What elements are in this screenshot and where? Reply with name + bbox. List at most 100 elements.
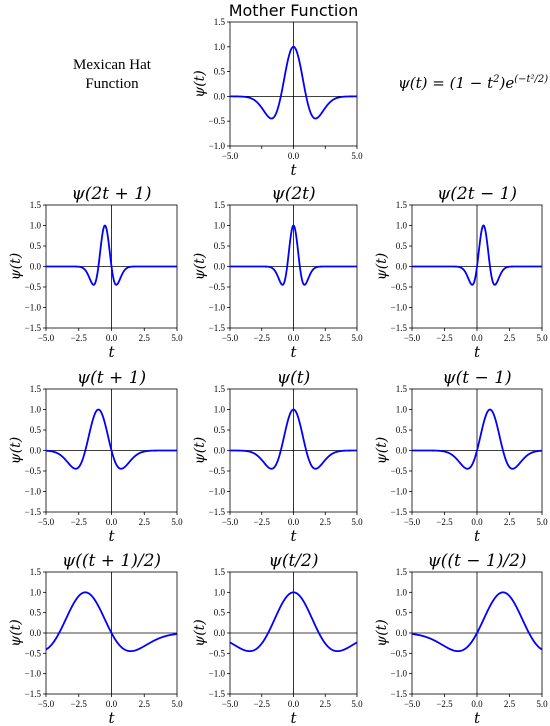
x-tick-label: 5.0: [536, 333, 548, 343]
series-line: [45, 408, 177, 470]
formula-exponent: (−t²/2): [514, 74, 549, 85]
y-tick-label: 1.0: [30, 221, 42, 231]
y-tick-label: 1.5: [396, 200, 408, 210]
x-axis-label: t: [108, 343, 115, 361]
x-tick-label: −2.5: [71, 517, 88, 527]
y-axis-label: ψ(t): [192, 70, 208, 98]
x-axis-label: t: [290, 709, 297, 726]
y-axis-label: ψ(t): [374, 619, 390, 647]
y-tick-label: 0.5: [30, 241, 42, 251]
x-tick-label: 5.0: [351, 151, 363, 161]
y-tick-label: −1.0: [209, 487, 226, 497]
x-tick-label: −5.0: [404, 517, 421, 527]
y-tick-label: 1.5: [396, 567, 408, 577]
chart-title: Mother Function: [229, 1, 359, 20]
x-tick-label: 5.0: [171, 517, 183, 527]
y-tick-label: −0.5: [391, 282, 408, 292]
x-tick-label: −5.0: [404, 699, 421, 709]
y-tick-label: −1.0: [25, 303, 42, 313]
x-tick-label: −2.5: [254, 517, 271, 527]
series-line: [411, 591, 543, 653]
y-tick-label: −0.5: [391, 648, 408, 658]
x-tick-label: −5.0: [38, 333, 55, 343]
y-tick-label: 1.5: [396, 384, 408, 394]
side-label: Mexican Hat Function: [73, 57, 151, 92]
x-tick-label: 0.0: [471, 333, 483, 343]
x-tick-label: −2.5: [71, 699, 88, 709]
x-tick-label: 2.5: [504, 517, 516, 527]
y-tick-label: 1.0: [30, 587, 42, 597]
series-line: [229, 45, 358, 120]
chart-psi-2t-minus-1: −5.0 −2.5 0.0 2.5 5.0 1.5 1.0 0.5 0.0 −0.5 −1.0 −1.…: [374, 184, 548, 361]
y-tick-label: −0.5: [25, 648, 42, 658]
y-tick-label: 0.5: [396, 425, 408, 435]
x-tick-label: 0.0: [288, 333, 300, 343]
y-tick-label: −0.5: [209, 282, 226, 292]
y-tick-label: −0.5: [209, 648, 226, 658]
y-tick-label: −1.0: [391, 487, 408, 497]
chart-psi-half-t-minus-1: −5.0 −2.5 0.0 2.5 5.0 1.5 1.0 0.5 0.0 −0.5 −1.0 −1.…: [374, 551, 548, 726]
y-tick-label: 0.5: [214, 608, 226, 618]
x-tick-label: 2.5: [139, 699, 151, 709]
chart-psi-2t: −5.0 −2.5 0.0 2.5 5.0 1.5 1.0 0.5 0.0 −0.5 −1.0 −1.…: [192, 184, 363, 361]
x-tick-label: 2.5: [504, 333, 516, 343]
x-tick-label: 2.5: [320, 517, 332, 527]
x-tick-label: 0.0: [106, 333, 118, 343]
y-tick-label: −1.5: [391, 323, 408, 333]
y-tick-label: −0.5: [25, 466, 42, 476]
x-tick-label: 2.5: [139, 333, 151, 343]
y-tick-label: 0.5: [214, 425, 226, 435]
x-tick-label: 2.5: [504, 699, 516, 709]
x-tick-label: 0.0: [288, 699, 300, 709]
formula-power: 2: [493, 74, 500, 85]
chart-psi-half-t-plus-1: −5.0 −2.5 0.0 2.5 5.0 1.5 1.0 0.5 0.0 −0.5 −1.0 −1.…: [8, 551, 183, 726]
x-tick-label: −2.5: [254, 699, 271, 709]
chart-psi-t-minus-1: −5.0 −2.5 0.0 2.5 5.0 1.5 1.0 0.5 0.0 −0.5 −1.0 −1.…: [374, 368, 548, 545]
x-axis-label: t: [474, 343, 481, 361]
x-tick-label: −5.0: [222, 151, 239, 161]
y-tick-label: −1.0: [209, 303, 226, 313]
chart-title: ψ((t + 1)/2): [62, 551, 161, 571]
chart-psi-half-t: −5.0 −2.5 0.0 2.5 5.0 1.5 1.0 0.5 0.0 −0.5 −1.0 −1.…: [192, 551, 363, 726]
formula-lhs: ψ(t) = (1 − t: [398, 74, 494, 92]
y-axis-label: ψ(t): [8, 437, 24, 465]
y-tick-label: 0.0: [214, 446, 226, 456]
y-tick-label: 1.5: [214, 17, 226, 27]
x-tick-label: 5.0: [171, 333, 183, 343]
series-line: [45, 591, 178, 653]
y-tick-label: 0.0: [396, 446, 408, 456]
x-tick-label: 2.5: [139, 517, 151, 527]
y-tick-label: −1.5: [25, 323, 42, 333]
y-tick-label: 1.0: [214, 587, 226, 597]
x-tick-label: −5.0: [404, 333, 421, 343]
y-tick-label: −1.0: [209, 141, 226, 151]
chart-psi-2t-plus-1: −5.0 −2.5 0.0 2.5 5.0 1.5 1.0 0.5 0.0 −0.5 −1.0 −1.…: [8, 184, 183, 361]
x-tick-label: 0.0: [471, 699, 483, 709]
x-tick-label: −2.5: [436, 699, 453, 709]
x-axis-label: t: [290, 343, 297, 361]
y-tick-label: −1.5: [209, 323, 226, 333]
x-tick-label: 0.0: [471, 517, 483, 527]
series-line: [412, 224, 542, 286]
y-tick-label: 1.0: [214, 221, 226, 231]
series-line: [230, 224, 357, 286]
y-tick-label: −1.0: [25, 669, 42, 679]
x-tick-label: 5.0: [171, 699, 183, 709]
y-tick-label: 0.5: [396, 241, 408, 251]
y-tick-label: 0.0: [214, 628, 226, 638]
x-tick-label: −5.0: [38, 517, 55, 527]
y-tick-label: −1.5: [25, 507, 42, 517]
y-axis-label: ψ(t): [8, 619, 24, 647]
chart-title: ψ(t): [277, 368, 310, 388]
chart-title: ψ((t − 1)/2): [427, 551, 526, 571]
x-tick-label: 5.0: [351, 333, 363, 343]
y-tick-label: 0.0: [214, 262, 226, 272]
y-tick-label: 1.5: [214, 384, 226, 394]
y-tick-label: 1.0: [214, 42, 226, 52]
x-tick-label: 5.0: [351, 517, 363, 527]
y-axis-label: ψ(t): [192, 437, 208, 465]
chart-title: ψ(t + 1): [77, 368, 146, 388]
x-tick-label: −2.5: [436, 333, 453, 343]
y-tick-label: −1.5: [209, 507, 226, 517]
